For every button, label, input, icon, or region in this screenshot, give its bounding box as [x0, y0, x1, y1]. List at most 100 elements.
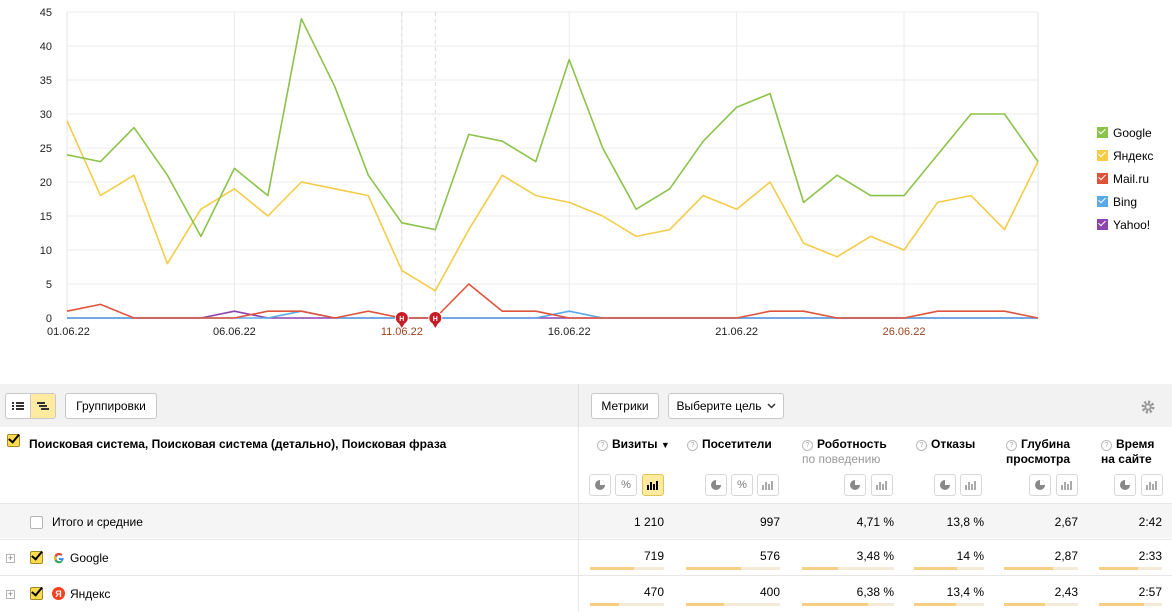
pie-chart-button[interactable]	[1029, 474, 1051, 496]
annotation-label: H	[399, 316, 404, 323]
series-line-google	[66, 17, 1039, 238]
pie-chart-button[interactable]	[844, 474, 866, 496]
table-row[interactable]: + Google 719 576 3,48 % 14 % 2,87 2:33	[0, 539, 1172, 575]
column-header-bounces[interactable]: ? Отказы	[916, 437, 975, 452]
x-tick-label: 26.06.22	[883, 326, 926, 338]
row-checkbox[interactable]	[30, 587, 43, 600]
x-tick-label: 21.06.22	[715, 326, 758, 338]
metrics-button[interactable]: Метрики	[591, 393, 659, 419]
help-icon[interactable]: ?	[597, 440, 608, 451]
traffic-line-chart: 0 5 10 15 20 25 30 35 40 45 01.06.22 06.06.22 11.06…	[40, 7, 1039, 338]
column-header-visits[interactable]: ? Визиты ▼	[597, 437, 670, 453]
value-bar	[590, 603, 664, 606]
table-row[interactable]: + Я Яндекс 470 400 6,38 % 13,4 % 2,43 2:…	[0, 575, 1172, 612]
row-checkbox[interactable]	[30, 551, 43, 564]
legend-item-yandex[interactable]: Яндекс	[1097, 144, 1172, 167]
gear-icon[interactable]	[1140, 399, 1156, 415]
legend-item-bing[interactable]: Bing	[1097, 190, 1172, 213]
y-tick-label: 20	[40, 177, 52, 189]
bar-chart-button[interactable]	[757, 474, 779, 496]
legend-item-google[interactable]: Google	[1097, 121, 1172, 144]
y-tick-label: 30	[40, 109, 52, 121]
expand-icon[interactable]: +	[6, 589, 15, 599]
value-bar-fill	[802, 603, 869, 606]
pie-icon	[711, 480, 721, 490]
value-bar-fill	[802, 567, 838, 570]
bar-chart-button[interactable]	[642, 474, 664, 496]
value-bar-fill	[1099, 567, 1139, 570]
cell-time: 2:57	[1138, 585, 1162, 599]
series-line-mailru	[66, 283, 1039, 319]
help-icon[interactable]: ?	[1101, 440, 1112, 451]
column-header-time[interactable]: ? Время на сайте	[1101, 437, 1155, 466]
column-divider	[578, 504, 579, 539]
column-header-visitors[interactable]: ? Посетители	[687, 437, 772, 452]
column-header-robots[interactable]: ? Роботность по поведению	[802, 437, 887, 466]
column-header-depth[interactable]: ? Глубина просмотра	[1006, 437, 1071, 466]
value-bar	[802, 567, 894, 570]
percent-button[interactable]: %	[615, 474, 637, 496]
toolbar-divider	[578, 384, 579, 427]
yandex-icon: Я	[52, 587, 65, 600]
legend-checkbox-icon	[1097, 150, 1108, 161]
bar-chart-button[interactable]	[960, 474, 982, 496]
pie-chart-button[interactable]	[705, 474, 727, 496]
value-bar-fill	[590, 603, 619, 606]
goal-select[interactable]: Выберите цель	[668, 393, 784, 419]
x-tick-label: 11.06.22	[381, 326, 423, 338]
row-label: Итого и средние	[52, 515, 143, 529]
value-bar	[802, 603, 894, 606]
tree-view-button[interactable]	[30, 394, 55, 418]
expand-icon[interactable]: +	[6, 553, 15, 563]
help-icon[interactable]: ?	[802, 440, 813, 451]
cell-visits: 719	[643, 549, 664, 563]
cell-visitors: 400	[759, 585, 780, 599]
bar-chart-button[interactable]	[1141, 474, 1163, 496]
legend-checkbox-icon	[1097, 219, 1108, 230]
bar-chart-icon	[1146, 481, 1157, 490]
bar-chart-icon	[965, 481, 976, 490]
pie-chart-button[interactable]	[1114, 474, 1136, 496]
percent-icon: %	[737, 479, 747, 491]
legend-item-yahoo[interactable]: Yahoo!	[1097, 213, 1172, 236]
percent-button[interactable]: %	[731, 474, 753, 496]
value-bar-fill	[686, 603, 724, 606]
report-toolbar: Группировки Метрики Выберите цель	[0, 384, 1172, 427]
value-bar	[686, 603, 780, 606]
annotation-marker[interactable]: H	[428, 311, 443, 329]
list-view-button[interactable]	[6, 394, 30, 418]
annotation-marker[interactable]: H	[394, 311, 409, 329]
value-bar	[1099, 567, 1162, 570]
x-tick-label: 01.06.22	[47, 326, 90, 338]
pie-chart-button[interactable]	[589, 474, 611, 496]
help-icon[interactable]: ?	[687, 440, 698, 451]
chevron-down-icon	[767, 403, 776, 409]
annotation-label: H	[433, 316, 438, 323]
legend-label: Bing	[1113, 194, 1138, 209]
y-tick-label: 45	[40, 7, 52, 19]
cell-visits: 470	[643, 585, 664, 599]
series-line-яндекс	[66, 120, 1039, 292]
help-icon[interactable]: ?	[1006, 440, 1017, 451]
cell-robots: 4,71 %	[856, 515, 894, 529]
help-icon[interactable]: ?	[916, 440, 927, 451]
bar-chart-button[interactable]	[871, 474, 893, 496]
legend-checkbox-icon	[1097, 127, 1108, 138]
groupings-button[interactable]: Группировки	[65, 393, 157, 419]
bar-chart-button[interactable]	[1056, 474, 1078, 496]
value-bar	[914, 567, 984, 570]
cell-visitors: 576	[759, 549, 780, 563]
value-bar	[914, 603, 984, 606]
y-axis: 0 5 10 15 20 25 30 35 40 45	[40, 7, 52, 325]
pie-chart-button[interactable]	[934, 474, 956, 496]
row-checkbox[interactable]	[30, 516, 43, 529]
y-tick-label: 10	[40, 245, 52, 257]
legend-item-mailru[interactable]: Mail.ru	[1097, 167, 1172, 190]
select-all-checkbox[interactable]	[7, 434, 20, 447]
x-tick-label: 06.06.22	[213, 326, 256, 338]
cell-time: 2:33	[1138, 549, 1162, 563]
value-bar	[590, 567, 664, 570]
value-bar-fill	[1004, 567, 1053, 570]
view-mode-toggle[interactable]	[5, 393, 56, 419]
